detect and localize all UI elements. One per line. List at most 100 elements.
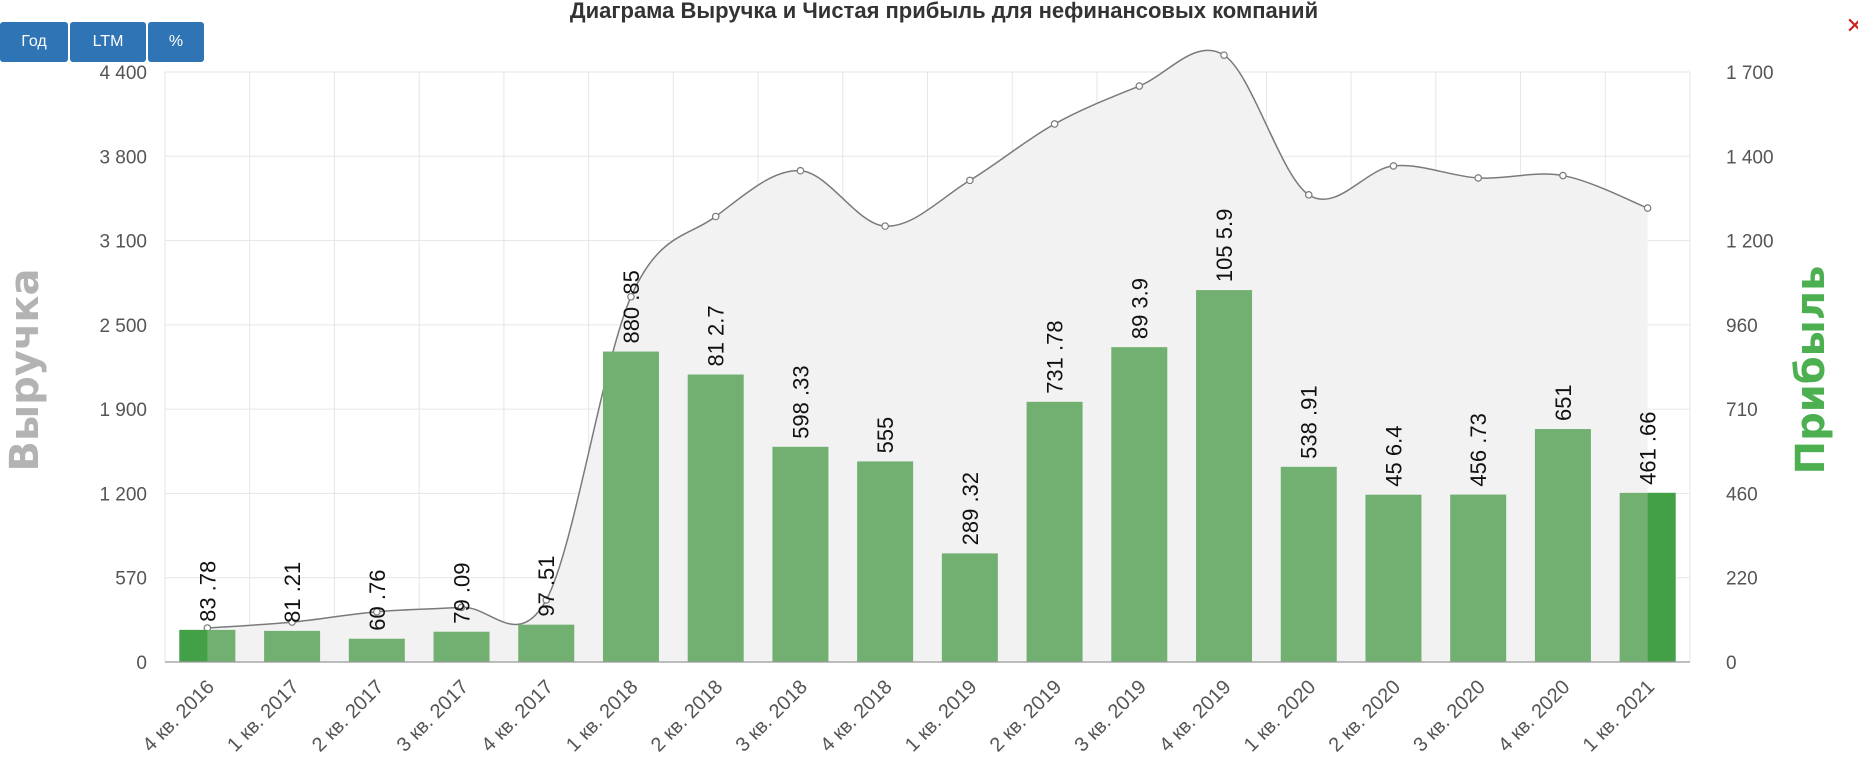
profit-bar-label: 79 .09 — [450, 563, 475, 624]
x-tick-label: 2 кв. 2020 — [1325, 676, 1405, 756]
profit-bar — [1196, 290, 1253, 662]
right-tick-label: 1 200 — [1726, 232, 1774, 253]
right-tick-label: 1 700 — [1726, 63, 1774, 84]
profit-bar-highlight — [179, 629, 208, 662]
revenue-point — [1135, 82, 1144, 90]
x-tick-label: 1 кв. 2018 — [562, 676, 642, 756]
revenue-point — [1474, 174, 1482, 182]
profit-bar-labels: 83 .78 81 .21 60 .76 79 .09 97 .51 880 .85 81 … — [195, 209, 1660, 631]
left-tick-label: 3 100 — [99, 232, 147, 253]
x-tick-label: 4 кв. 2018 — [816, 676, 896, 756]
profit-bar — [941, 553, 998, 662]
profit-bar — [772, 446, 829, 662]
profit-bar-label: 461 .66 — [1636, 411, 1661, 484]
x-tick-label: 4 кв. 2016 — [139, 676, 219, 756]
profit-bar-label: 83 .78 — [195, 561, 220, 622]
right-tick-label: 1 400 — [1726, 147, 1774, 168]
x-tick-label: 1 кв. 2019 — [901, 676, 981, 756]
left-tick-label: 3 800 — [99, 147, 147, 168]
right-tick-label: 0 — [1726, 653, 1737, 674]
left-tick-label: 2 500 — [99, 316, 147, 337]
profit-bar-label: 538 .91 — [1297, 385, 1322, 458]
left-tick-label: 570 — [115, 569, 147, 590]
revenue-point — [796, 166, 805, 175]
x-axis-ticks: 4 кв. 2016 1 кв. 2017 2 кв. 2017 3 кв. 2017… — [139, 676, 1660, 756]
revenue-point — [711, 212, 720, 221]
revenue-point — [1559, 171, 1567, 180]
revenue-point — [1304, 191, 1313, 199]
right-axis-ticks: 0 220 460 710 960 1 200 1 400 1 700 — [1726, 63, 1774, 674]
revenue-point — [1050, 120, 1059, 128]
x-tick-label: 4 кв. 2017 — [477, 676, 557, 756]
profit-bar-label: 81 2.7 — [704, 305, 729, 366]
right-axis-label: Прибыль — [1788, 266, 1834, 475]
profit-bar-label: 60 .76 — [365, 570, 390, 631]
left-tick-label: 1 200 — [99, 484, 147, 505]
x-tick-label: 3 кв. 2020 — [1409, 676, 1489, 756]
profit-bar-label: 97 .51 — [534, 555, 559, 616]
year-button[interactable]: Год — [0, 22, 68, 62]
revenue-point — [542, 596, 551, 604]
x-tick-label: 2 кв. 2019 — [986, 676, 1066, 756]
revenue-point — [288, 618, 296, 626]
profit-bar-label: 598 .33 — [788, 365, 813, 438]
right-tick-label: 220 — [1726, 569, 1758, 590]
profit-bar — [348, 638, 405, 662]
profit-bar-label: 105 5.9 — [1212, 209, 1237, 282]
left-axis-label: Выручка — [2, 269, 48, 472]
profit-bar — [857, 461, 914, 662]
x-tick-label: 4 кв. 2019 — [1155, 676, 1235, 756]
revenue-line — [207, 49, 1648, 629]
profit-bar — [687, 374, 744, 662]
profit-bar-label: 89 3.9 — [1127, 278, 1152, 339]
x-tick-label: 3 кв. 2018 — [732, 676, 812, 756]
x-tick-label: 2 кв. 2017 — [308, 676, 388, 756]
ltm-button[interactable]: LTM — [70, 22, 146, 62]
profit-bar — [1280, 466, 1337, 662]
revenue-point — [1389, 162, 1398, 170]
right-tick-label: 710 — [1726, 400, 1758, 421]
revenue-point — [457, 603, 466, 612]
right-tick-label: 960 — [1726, 316, 1758, 337]
profit-bar — [602, 351, 659, 662]
profit-bar-label: 45 6.4 — [1381, 426, 1406, 487]
left-tick-label: 1 900 — [99, 400, 147, 421]
right-tick-label: 460 — [1726, 484, 1758, 505]
x-tick-label: 3 кв. 2017 — [393, 676, 473, 756]
profit-bar — [1111, 347, 1168, 662]
revenue-point — [373, 607, 381, 616]
profit-bar-label: 731 .78 — [1043, 320, 1068, 393]
left-tick-label: 0 — [136, 653, 147, 674]
profit-bar-label: 81 .21 — [280, 562, 305, 623]
revenue-point — [1220, 51, 1228, 59]
period-toolbar: Год LTM % — [0, 22, 204, 62]
revenue-point — [966, 176, 974, 185]
profit-bar-label: 651 — [1551, 384, 1576, 421]
revenue-point — [1643, 204, 1652, 212]
left-tick-label: 4 400 — [99, 63, 147, 84]
x-tick-label: 1 кв. 2021 — [1579, 676, 1659, 756]
percent-button[interactable]: % — [148, 22, 204, 62]
profit-bar — [1534, 429, 1591, 662]
revenue-point — [627, 292, 635, 301]
profit-bar-label: 880 .85 — [619, 270, 644, 343]
profit-bar-label: 456 .73 — [1466, 413, 1491, 486]
profit-bar — [264, 630, 321, 662]
profit-bar — [518, 624, 575, 662]
profit-bar — [1365, 494, 1422, 662]
profit-bar-label: 289 .32 — [958, 472, 983, 545]
profit-bar — [1450, 494, 1507, 662]
x-tick-label: 1 кв. 2020 — [1240, 676, 1320, 756]
left-axis-ticks: 0 570 1 200 1 900 2 500 3 100 3 800 4 400 — [99, 63, 147, 674]
revenue-point — [881, 222, 889, 230]
profit-bar — [1026, 401, 1083, 662]
profit-bars — [179, 290, 1676, 662]
profit-bar-highlight — [1647, 492, 1676, 662]
profit-bar — [433, 631, 490, 662]
profit-bar-label: 555 — [873, 417, 898, 454]
x-tick-label: 4 кв. 2020 — [1494, 676, 1574, 756]
x-tick-label: 2 кв. 2018 — [647, 676, 727, 756]
x-tick-label: 3 кв. 2019 — [1070, 676, 1150, 756]
close-icon[interactable]: ✕ — [1845, 14, 1858, 39]
